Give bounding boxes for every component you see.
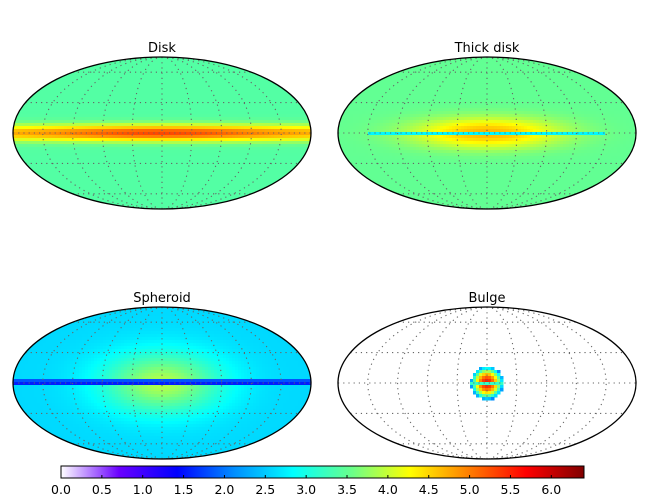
panel-title: Bulge <box>468 291 505 306</box>
graticule <box>338 307 636 459</box>
meridian-line <box>161 57 282 209</box>
meridian-line <box>456 307 488 459</box>
panel-title: Spheroid <box>133 291 191 306</box>
colorbar-tick-label: 3.5 <box>337 482 357 497</box>
heatmap-field <box>338 57 636 209</box>
colorbar-tick-label: 2.0 <box>214 482 234 497</box>
colorbar-tick-label: 0.0 <box>51 482 71 497</box>
meridian-line <box>42 57 163 209</box>
meridian-line <box>397 57 488 209</box>
colorbar: 0.0 0.5 1.0 1.5 2.0 2.5 3.0 3.5 4.0 4.5 5.0 5.5 6.0 <box>51 465 585 497</box>
meridian-line <box>72 307 163 459</box>
graticule <box>338 57 636 209</box>
map-panel: Disk <box>12 41 312 210</box>
colorbar-tick-label: 0.5 <box>92 482 112 497</box>
colorbar-tick-label: 3.0 <box>296 482 316 497</box>
colorbar-bar <box>60 465 585 479</box>
colorbar-tick-label: 4.5 <box>419 482 439 497</box>
graticule <box>13 57 311 209</box>
map-panel: Spheroid <box>12 291 312 460</box>
meridian-line <box>131 307 163 459</box>
meridian-line <box>367 307 488 459</box>
map-outline <box>337 306 637 460</box>
colorbar-ticks: 0.0 0.5 1.0 1.5 2.0 2.5 3.0 3.5 4.0 4.5 5.0 5.5 6.0 <box>51 475 561 497</box>
colorbar-tick-label: 6.0 <box>541 482 561 497</box>
meridian-line <box>161 57 193 209</box>
map-outline <box>337 56 637 210</box>
meridian-line <box>161 307 252 459</box>
map-outline <box>12 306 312 460</box>
meridian-line <box>42 307 163 459</box>
meridian-line <box>367 57 488 209</box>
panels: Disk Thick disk Spheroid Bulge <box>12 41 637 460</box>
meridian-line <box>161 307 193 459</box>
meridian-line <box>486 307 577 459</box>
meridian-line <box>486 57 607 209</box>
meridian-line <box>397 307 488 459</box>
map-panel: Bulge <box>337 291 637 460</box>
meridian-line <box>131 57 163 209</box>
meridian-line <box>161 57 252 209</box>
colorbar-tick-label: 1.5 <box>174 482 194 497</box>
meridian-line <box>72 57 163 209</box>
meridian-line <box>486 57 577 209</box>
colorbar-tick-label: 4.0 <box>378 482 398 497</box>
panel-title: Thick disk <box>454 41 520 56</box>
colorbar-tick-label: 1.0 <box>133 482 153 497</box>
colorbar-tick-label: 5.0 <box>460 482 480 497</box>
heatmap-field <box>13 307 311 459</box>
map-outline <box>12 56 312 210</box>
meridian-line <box>486 57 518 209</box>
meridian-line <box>161 307 282 459</box>
colorbar-tick-label: 5.5 <box>501 482 521 497</box>
meridian-line <box>486 307 607 459</box>
colorbar-tick-label: 2.5 <box>255 482 275 497</box>
graticule <box>13 307 311 459</box>
meridian-line <box>486 307 518 459</box>
map-panel: Thick disk <box>337 41 637 210</box>
panel-title: Disk <box>148 41 176 56</box>
meridian-line <box>456 57 488 209</box>
